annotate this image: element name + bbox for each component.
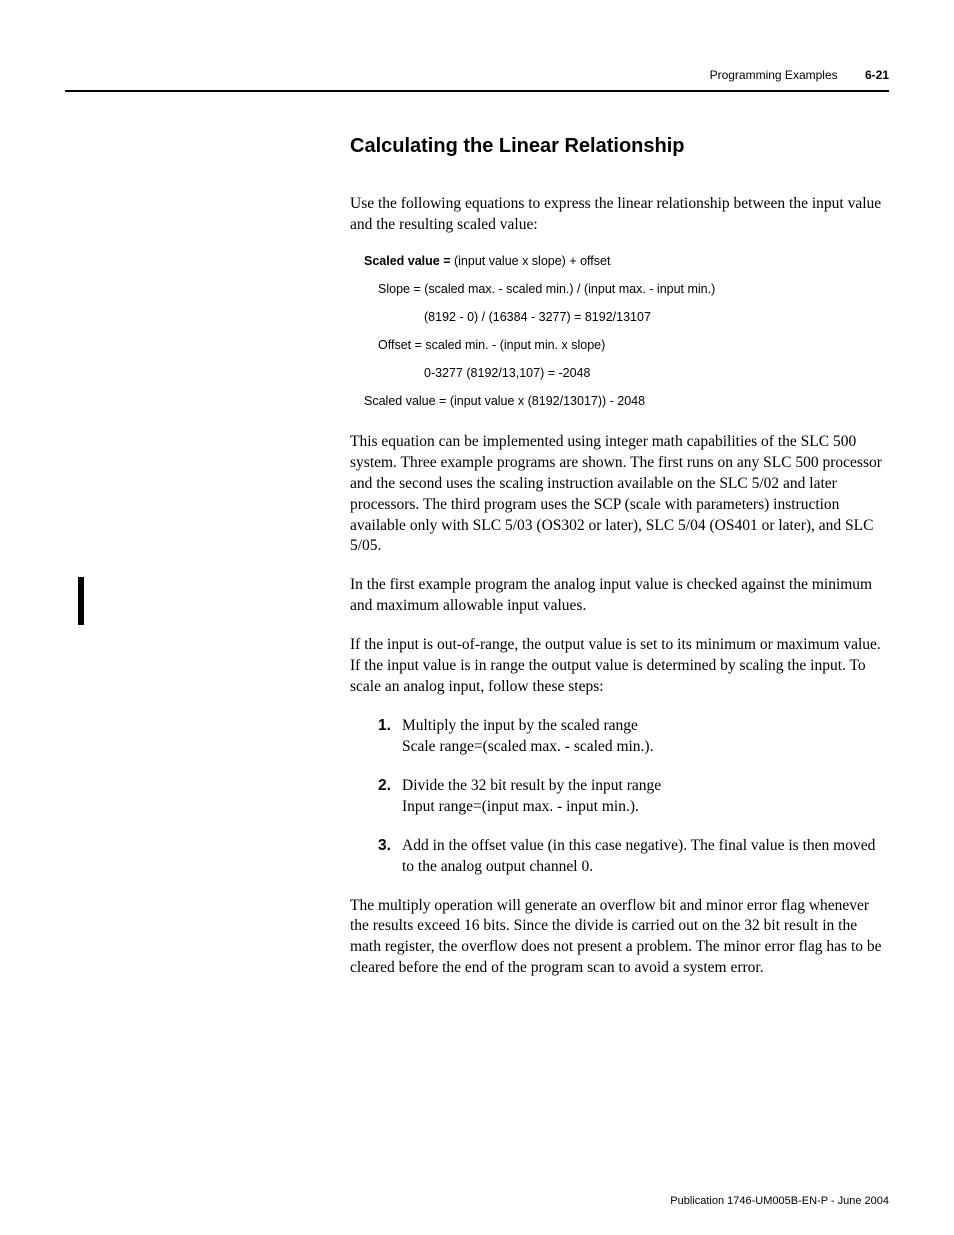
header-page-number: 6-21 bbox=[865, 68, 889, 82]
page-content: Calculating the Linear Relationship Use … bbox=[350, 135, 890, 997]
section-heading: Calculating the Linear Relationship bbox=[350, 135, 890, 158]
step-item: 3. Add in the offset value (in this case… bbox=[378, 836, 890, 878]
paragraph-2: In the first example program the analog … bbox=[350, 575, 890, 617]
header-section-title: Programming Examples bbox=[710, 68, 838, 82]
step-item: 1. Multiply the input by the scaled rang… bbox=[378, 716, 890, 758]
step-number: 3. bbox=[378, 836, 402, 878]
step-body: Multiply the input by the scaled range S… bbox=[402, 716, 890, 758]
paragraph-3: If the input is out-of-range, the output… bbox=[350, 635, 890, 698]
change-bar bbox=[78, 577, 84, 625]
equation-slope-def: Slope = (scaled max. - scaled min.) / (i… bbox=[378, 282, 890, 296]
page-footer: Publication 1746-UM005B-EN-P - June 2004 bbox=[670, 1195, 889, 1207]
step-body: Add in the offset value (in this case ne… bbox=[402, 836, 890, 878]
step-line: Scale range=(scaled max. - scaled min.). bbox=[402, 738, 653, 755]
equation-slope-calc: (8192 - 0) / (16384 - 3277) = 8192/13107 bbox=[424, 310, 890, 324]
paragraph-1: This equation can be implemented using i… bbox=[350, 432, 890, 558]
equation-expression: (input value x slope) + offset bbox=[454, 254, 610, 268]
page-header: Programming Examples 6-21 bbox=[710, 68, 889, 82]
step-body: Divide the 32 bit result by the input ra… bbox=[402, 776, 890, 818]
step-line: Input range=(input max. - input min.). bbox=[402, 798, 639, 815]
equation-final: Scaled value = (input value x (8192/1301… bbox=[364, 394, 890, 408]
equation-offset-def: Offset = scaled min. - (input min. x slo… bbox=[378, 338, 890, 352]
step-number: 2. bbox=[378, 776, 402, 818]
step-line: Divide the 32 bit result by the input ra… bbox=[402, 777, 661, 794]
equation-offset-calc: 0-3277 (8192/13,107) = -2048 bbox=[424, 366, 890, 380]
step-item: 2. Divide the 32 bit result by the input… bbox=[378, 776, 890, 818]
header-rule bbox=[65, 90, 889, 92]
equation-label: Scaled value = bbox=[364, 254, 454, 268]
intro-paragraph: Use the following equations to express t… bbox=[350, 194, 890, 236]
step-line: Multiply the input by the scaled range bbox=[402, 717, 638, 734]
equation-scaled-value: Scaled value = (input value x slope) + o… bbox=[364, 254, 890, 268]
steps-list: 1. Multiply the input by the scaled rang… bbox=[378, 716, 890, 878]
paragraph-4: The multiply operation will generate an … bbox=[350, 896, 890, 980]
equation-block: Scaled value = (input value x slope) + o… bbox=[364, 254, 890, 408]
step-number: 1. bbox=[378, 716, 402, 758]
step-line: Add in the offset value (in this case ne… bbox=[402, 837, 875, 875]
